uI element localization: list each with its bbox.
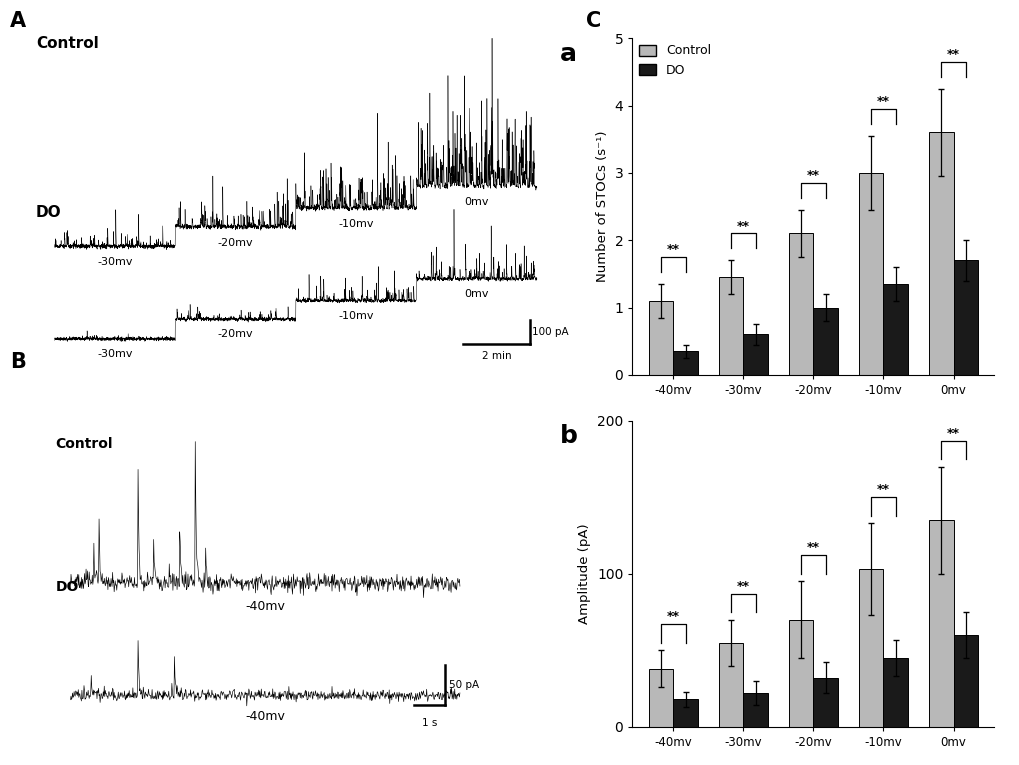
Text: -30mv: -30mv	[97, 257, 132, 267]
Text: Control: Control	[55, 437, 113, 451]
Bar	[858, 569, 882, 727]
Text: -10mv: -10mv	[338, 311, 374, 321]
Text: 1 s: 1 s	[421, 718, 436, 728]
Text: **: **	[666, 243, 680, 256]
Text: **: **	[946, 427, 959, 440]
Bar	[648, 669, 673, 727]
Text: 0mv: 0mv	[464, 197, 488, 207]
Text: A: A	[10, 11, 26, 31]
Bar	[788, 233, 813, 375]
Bar	[813, 678, 838, 727]
Bar	[953, 260, 977, 375]
Text: a: a	[559, 41, 577, 66]
Text: **: **	[876, 95, 890, 108]
Text: **: **	[876, 483, 890, 496]
Text: B: B	[10, 352, 26, 372]
Text: DO: DO	[55, 580, 78, 594]
Text: 50 pA: 50 pA	[448, 680, 478, 690]
Bar	[788, 620, 813, 727]
Text: **: **	[806, 542, 819, 555]
Bar	[673, 699, 697, 727]
Text: -20mv: -20mv	[217, 329, 253, 339]
Text: -30mv: -30mv	[97, 349, 132, 359]
Bar	[648, 301, 673, 375]
Bar	[743, 334, 767, 375]
Text: 100 pA: 100 pA	[532, 327, 569, 337]
Bar	[953, 635, 977, 727]
Bar	[928, 132, 953, 375]
Text: DO: DO	[36, 205, 61, 220]
Bar	[928, 520, 953, 727]
Text: -20mv: -20mv	[217, 238, 253, 248]
Text: Control: Control	[36, 37, 99, 51]
Legend: Control, DO: Control, DO	[638, 44, 710, 76]
Y-axis label: Number of STOCs (s⁻¹): Number of STOCs (s⁻¹)	[595, 131, 608, 282]
Text: -40mv: -40mv	[246, 601, 285, 614]
Text: C: C	[586, 11, 601, 31]
Bar	[718, 643, 743, 727]
Text: 0mv: 0mv	[464, 289, 488, 299]
Bar	[673, 351, 697, 375]
Text: 2 min: 2 min	[481, 351, 511, 361]
Text: **: **	[946, 48, 959, 61]
Text: **: **	[736, 220, 749, 233]
Bar	[718, 277, 743, 375]
Text: **: **	[736, 580, 749, 593]
Text: -40mv: -40mv	[246, 710, 285, 723]
Bar	[743, 693, 767, 727]
Bar	[813, 308, 838, 375]
Y-axis label: Amplitude (pA): Amplitude (pA)	[578, 523, 591, 624]
Text: **: **	[806, 169, 819, 182]
Text: -10mv: -10mv	[338, 220, 374, 230]
Bar	[882, 284, 907, 375]
Text: b: b	[559, 424, 578, 448]
Bar	[882, 658, 907, 727]
Bar	[858, 173, 882, 375]
Text: **: **	[666, 610, 680, 623]
